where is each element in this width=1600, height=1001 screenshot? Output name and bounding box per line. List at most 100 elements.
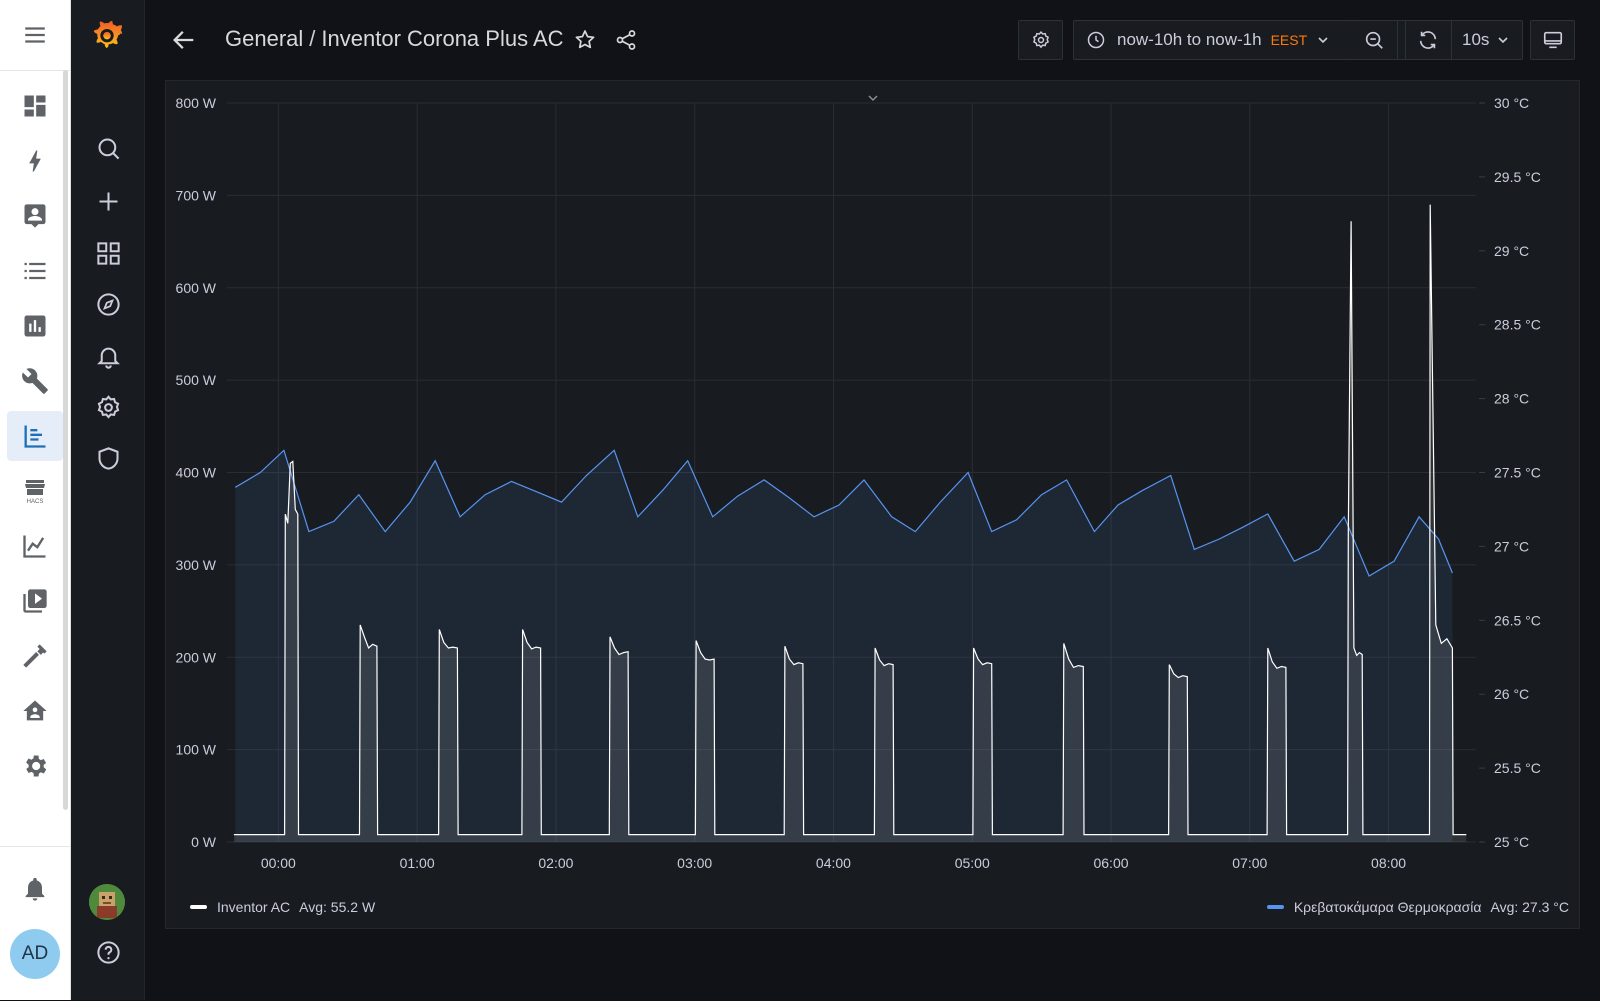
user-avatar[interactable]: AD [10,929,60,979]
favorite-button[interactable] [573,28,597,57]
dashboard-settings-button[interactable] [1018,20,1063,60]
panel-header-chevron-icon[interactable] [867,93,879,103]
share-icon [616,30,636,50]
x-tick-label: 07:00 [1232,855,1267,871]
arrow-left-icon [173,31,194,49]
breadcrumb-folder[interactable]: General [225,26,304,51]
y-left-tick-label: 800 W [176,95,217,111]
legend-item-bedroom-temperature[interactable]: Κρεβατοκάμαρα Θερμοκρασία Avg: 27.3 °C [1266,899,1569,915]
overview-dashboard-icon [24,95,46,117]
sidebar-item-tools[interactable] [7,631,63,681]
gf-menu-search[interactable] [88,128,128,168]
timezone-badge: EEST [1270,32,1308,48]
y-left-tick-label: 700 W [176,187,217,203]
gf-menu-server-admin[interactable] [88,438,128,478]
breadcrumb-separator: / [309,26,316,51]
map-person-icon [24,204,46,228]
grafana-panel-icon [24,425,46,448]
configuration-gear-icon [97,394,119,419]
y-right-tick-label: 27 °C [1494,538,1529,554]
zoom-out-icon [1365,31,1383,49]
gf-menu-configuration[interactable] [88,387,128,427]
back-button[interactable] [170,22,200,58]
dashboards-grid-icon [96,241,120,265]
y-left-tick-label: 600 W [176,280,217,296]
legend-swatch-blue [1266,905,1284,909]
bell-icon[interactable] [21,875,49,903]
sidebar-item-grafana[interactable] [7,411,63,461]
refresh-divider [1451,21,1452,59]
sidebar-item-media[interactable] [7,576,63,626]
y-right-tick-label: 29 °C [1494,243,1529,259]
sidebar-item-map[interactable] [7,191,63,241]
legend-item-inventor-ac[interactable]: Inventor AC Avg: 55.2 W [190,899,375,915]
y-right-tick-label: 26 °C [1494,686,1529,702]
hamburger-menu-icon[interactable] [22,22,48,48]
x-tick-label: 00:00 [261,855,296,871]
y-right-tick-label: 28.5 °C [1494,317,1541,333]
sidebar-item-history[interactable] [7,301,63,351]
x-tick-label: 05:00 [955,855,990,871]
x-tick-label: 06:00 [1093,855,1128,871]
gf-menu-create[interactable] [88,181,128,221]
refresh-icon [1419,31,1437,49]
y-right-tick-label: 26.5 °C [1494,612,1541,628]
temperature-series-line [234,449,1453,577]
grafana-user-avatar[interactable] [89,884,125,920]
ha-sidebar: HACS AD [0,0,71,1000]
legend-series-name: Κρεβατοκάμαρα Θερμοκρασία [1293,899,1482,915]
plus-icon [99,192,117,210]
y-left-tick-label: 200 W [176,649,217,665]
hacs-label: HACS [27,499,44,505]
dashboard-navbar: General / Inventor Corona Plus AC now-10h … [144,0,1600,80]
ha-sidebar-footer: AD [0,846,70,1001]
gf-menu-help[interactable] [88,932,128,972]
y-left-tick-label: 100 W [176,742,217,758]
sidebar-item-developer-tools[interactable] [7,356,63,406]
star-icon [575,30,595,49]
history-chart-icon [24,315,46,337]
home-network-icon [23,700,47,721]
settings-gear-icon [26,755,47,777]
trend-line-chart-icon [23,535,46,558]
y-left-tick-label: 0 W [191,834,217,850]
sidebar-item-hacs[interactable]: HACS [7,466,63,516]
dashboard-title[interactable]: Inventor Corona Plus AC [321,26,564,51]
search-icon [97,137,119,159]
power-series-line [233,204,1467,836]
ha-nav-list: HACS [0,76,64,796]
alerting-bell-icon [96,347,120,369]
legend-series-avg: Avg: 55.2 W [299,899,376,915]
explore-compass-icon [96,292,120,316]
refresh-picker[interactable]: 10s [1405,20,1523,60]
ha-sidebar-header [0,0,70,71]
sidebar-item-settings[interactable] [7,741,63,791]
gf-menu-explore[interactable] [88,284,128,324]
sidebar-scrollbar[interactable] [63,70,68,810]
grafana-logo-icon[interactable] [88,18,126,58]
sidebar-item-energy[interactable] [7,136,63,186]
timeseries-panel[interactable]: 0 W 100 W 200 W 300 W 400 W 500 W 600 W 700 W 80… [165,80,1580,929]
temperature-area-fill [235,450,1453,842]
sidebar-item-supervisor[interactable] [7,686,63,736]
zoom-out-button[interactable] [1351,20,1398,60]
x-tick-label: 01:00 [400,855,435,871]
y-right-tick-label: 30 °C [1494,95,1529,111]
sidebar-item-trends[interactable] [7,521,63,571]
sidebar-item-overview[interactable] [7,81,63,131]
y-right-tick-label: 25.5 °C [1494,760,1541,776]
cycle-view-mode-button[interactable] [1530,20,1575,60]
server-admin-shield-icon [97,446,119,470]
gf-menu-alerting[interactable] [88,336,128,376]
power-temperature-chart[interactable]: 0 W 100 W 200 W 300 W 400 W 500 W 600 W 700 W 80… [166,81,1579,891]
chevron-down-icon [1498,37,1508,44]
sidebar-item-logbook[interactable] [7,246,63,296]
x-tick-label: 02:00 [538,855,573,871]
y-left-tick-label: 500 W [176,372,217,388]
x-tick-label: 03:00 [677,855,712,871]
grafana-side-menu [71,0,145,1000]
gf-menu-dashboards[interactable] [88,233,128,273]
y-right-tick-label: 25 °C [1494,834,1529,850]
share-button[interactable] [614,28,638,57]
hammer-icon [23,644,47,668]
